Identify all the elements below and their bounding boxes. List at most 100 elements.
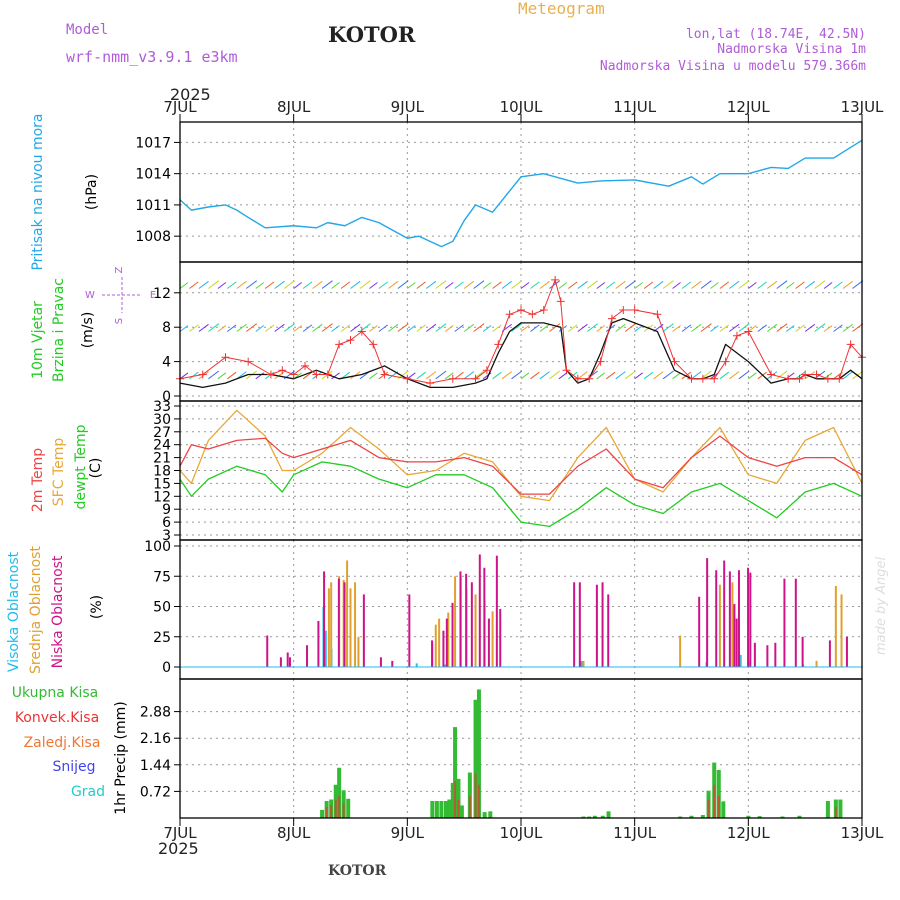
cloud-bar <box>408 594 411 667</box>
total-precip-bar <box>581 816 586 818</box>
precip-legend-label: Ukupna Kisa <box>12 685 99 701</box>
total-precip-bar <box>434 801 439 818</box>
total-precip-bar <box>678 816 683 818</box>
wind-gust-marker <box>630 306 639 314</box>
wind-gust-marker <box>380 370 389 379</box>
cloud-bar <box>445 618 448 667</box>
wind-barb <box>672 372 681 380</box>
wind-barb <box>804 371 816 380</box>
wind-barb <box>283 280 295 289</box>
cloud-bar <box>337 578 340 667</box>
y-tick-label: 30 <box>153 412 171 428</box>
wind-barb <box>208 370 220 380</box>
wind-gust-marker <box>403 374 412 383</box>
watermark: made by Angel <box>874 557 889 655</box>
pressure-line <box>179 139 863 248</box>
y-tick-label: 1.44 <box>140 758 171 774</box>
cloud-bar <box>487 618 490 667</box>
wind-barb <box>596 325 606 332</box>
y-tick-label: 25 <box>153 630 171 646</box>
wind-barb <box>444 282 454 289</box>
cloud-bar <box>595 584 598 667</box>
cloud-bar <box>349 588 352 667</box>
precip-unit: 1hr Precip (mm) <box>113 701 129 814</box>
cloud-bar <box>815 660 818 667</box>
wind-barb <box>217 282 227 289</box>
wind-barb <box>312 280 323 289</box>
dewpt-axis-title: dewpt Temp <box>73 424 89 509</box>
x-tick-label-top: 12JUL <box>727 98 770 116</box>
wind-gust-marker <box>835 374 844 383</box>
wind-barb <box>255 325 265 332</box>
wind-barb <box>492 371 502 380</box>
wind-barb <box>605 371 616 380</box>
total-precip-bar <box>721 801 726 818</box>
wind-barb <box>369 372 378 380</box>
wind-barb <box>227 281 237 289</box>
total-precip-bar <box>459 805 464 818</box>
wind-barb <box>624 280 636 289</box>
cloud-bar <box>474 594 477 667</box>
wind-axis-subtitle: Brzina i Pravac <box>51 278 67 382</box>
wind-barb <box>605 324 616 332</box>
station-title: KOTOR <box>328 22 416 47</box>
precip-legend-label: Konvek.Kisa <box>15 710 99 726</box>
cloud-bar <box>478 554 481 667</box>
product-title: Meteogram <box>518 0 605 18</box>
wind-barb <box>198 280 209 289</box>
high-cloud-axis-title: Visoka Oblacnost <box>6 551 22 672</box>
wind-barb <box>463 323 475 332</box>
convective-precip-bar <box>717 795 720 818</box>
wind-gust-marker <box>426 379 435 388</box>
convective-precip-bar <box>713 784 716 818</box>
wind-barb <box>558 282 568 289</box>
wind-gust-marker <box>289 370 298 379</box>
total-precip-bar <box>467 772 472 818</box>
cloud-bar <box>465 573 468 667</box>
cloud-bar <box>723 560 726 667</box>
y-tick-label: 6 <box>162 515 171 531</box>
convective-precip-bar <box>338 795 341 818</box>
wind-barb <box>321 323 333 332</box>
wind-barb <box>397 323 409 332</box>
compass-east-label: E <box>150 290 156 301</box>
wind-gust-marker <box>335 340 344 349</box>
wind-gust-marker <box>732 331 741 340</box>
wind-gust-marker <box>670 357 679 366</box>
wind-barb <box>766 280 778 289</box>
wind-barb <box>672 325 681 332</box>
wind-gust-marker <box>551 275 560 284</box>
wind-gust-marker <box>573 374 582 383</box>
temp-unit: (C) <box>88 458 104 479</box>
wind-barb <box>425 280 437 289</box>
convective-precip-bar <box>474 773 477 818</box>
wind-axis-title: 10m Vjetar <box>30 301 46 379</box>
wind-barb <box>795 324 805 332</box>
wind-gust-marker <box>846 340 855 349</box>
wind-barb <box>454 324 464 332</box>
wind-barb <box>596 282 606 289</box>
x-tick-label-top: 11JUL <box>613 98 656 116</box>
wind-barb <box>501 280 512 289</box>
y-tick-label: 0 <box>162 660 171 676</box>
wind-barb <box>814 323 826 332</box>
wind-barb <box>444 372 454 380</box>
wind-barb <box>388 280 399 289</box>
cloud-bar <box>459 571 462 667</box>
dewpt-line <box>179 461 863 528</box>
wind-barb <box>738 280 750 289</box>
cloud-bar <box>286 652 289 667</box>
cloud-bar <box>266 635 269 667</box>
wind-gust-marker <box>312 370 321 379</box>
clouds-panel-frame <box>179 539 863 680</box>
wind-barb <box>785 372 795 380</box>
x-tick-label-bottom: 13JUL <box>841 824 884 842</box>
cloud-bar <box>442 630 445 667</box>
wind-barb <box>388 323 399 332</box>
pressure-axis-title: Pritisak na nivou mora <box>30 113 46 270</box>
elevation-label: Nadmorska Visina 1m <box>717 42 866 57</box>
total-precip-bar <box>337 767 342 818</box>
total-precip-bar <box>453 727 458 818</box>
wind-barb <box>729 280 740 289</box>
